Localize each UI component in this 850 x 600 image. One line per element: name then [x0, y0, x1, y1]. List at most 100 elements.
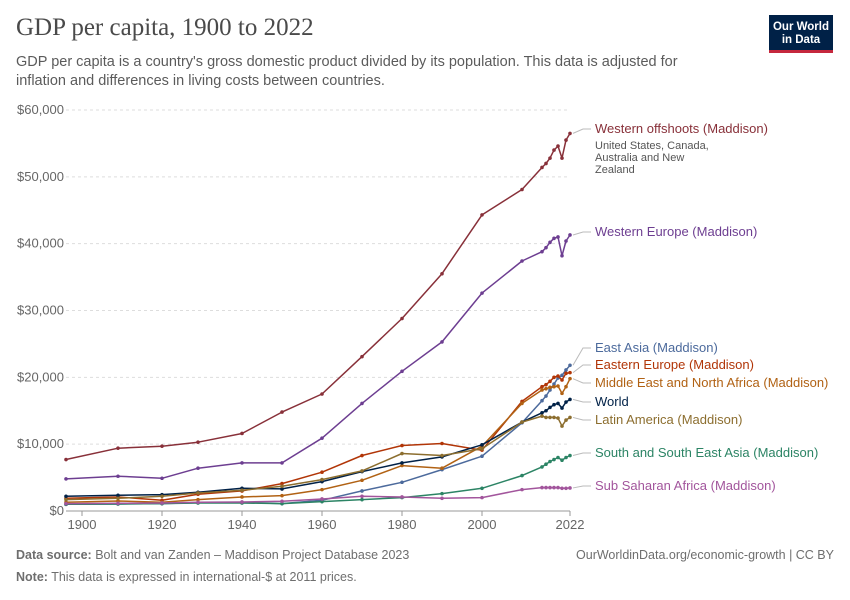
data-point[interactable] — [552, 415, 556, 420]
data-point[interactable] — [360, 453, 364, 458]
data-point[interactable] — [400, 316, 404, 321]
data-point[interactable] — [552, 457, 556, 462]
data-point[interactable] — [568, 363, 572, 368]
data-point[interactable] — [540, 165, 544, 170]
data-point[interactable] — [160, 494, 164, 499]
data-point[interactable] — [440, 466, 444, 471]
data-point[interactable] — [116, 493, 120, 498]
data-point[interactable] — [560, 378, 564, 382]
data-point[interactable] — [560, 373, 564, 378]
data-point[interactable] — [556, 455, 560, 460]
data-point[interactable] — [280, 499, 284, 504]
data-point[interactable] — [480, 443, 484, 447]
data-point[interactable] — [116, 446, 120, 450]
data-point[interactable] — [196, 497, 200, 502]
data-point[interactable] — [480, 454, 484, 458]
data-point[interactable] — [556, 485, 560, 490]
data-point[interactable] — [540, 388, 544, 392]
data-point[interactable] — [280, 493, 284, 498]
data-point[interactable] — [196, 466, 200, 471]
data-point[interactable] — [480, 495, 484, 500]
data-point[interactable] — [240, 461, 244, 465]
data-point[interactable] — [560, 253, 564, 258]
data-point[interactable] — [560, 424, 564, 428]
data-point[interactable] — [560, 406, 564, 410]
data-point[interactable] — [564, 486, 568, 491]
data-point[interactable] — [320, 477, 324, 482]
data-point[interactable] — [116, 474, 120, 479]
data-point[interactable] — [564, 371, 568, 376]
data-point[interactable] — [552, 485, 556, 490]
credit-link[interactable]: OurWorldinData.org/economic-growth | CC … — [576, 548, 834, 562]
data-point[interactable] — [400, 480, 404, 485]
data-point[interactable] — [560, 486, 564, 491]
data-point[interactable] — [240, 488, 244, 493]
data-point[interactable] — [548, 388, 552, 392]
series-line[interactable] — [65, 371, 571, 502]
data-point[interactable] — [540, 410, 544, 415]
data-point[interactable] — [440, 491, 444, 496]
data-point[interactable] — [196, 491, 200, 495]
data-point[interactable] — [544, 245, 548, 250]
data-point[interactable] — [160, 501, 164, 505]
data-point[interactable] — [240, 431, 244, 436]
data-point[interactable] — [280, 410, 284, 414]
data-point[interactable] — [564, 418, 568, 422]
data-point[interactable] — [196, 500, 200, 505]
data-point[interactable] — [160, 444, 164, 448]
data-point[interactable] — [548, 405, 552, 410]
data-point[interactable] — [280, 484, 284, 489]
data-point[interactable] — [280, 487, 284, 491]
data-point[interactable] — [320, 497, 324, 501]
data-point[interactable] — [568, 233, 572, 237]
data-point[interactable] — [544, 415, 548, 420]
data-point[interactable] — [520, 187, 524, 192]
data-point[interactable] — [320, 436, 324, 440]
data-point[interactable] — [548, 415, 552, 420]
data-point[interactable] — [544, 462, 548, 467]
data-point[interactable] — [568, 131, 572, 136]
data-point[interactable] — [440, 441, 444, 446]
data-point[interactable] — [360, 478, 364, 483]
data-point[interactable] — [552, 382, 556, 386]
data-point[interactable] — [568, 453, 572, 458]
data-point[interactable] — [360, 354, 364, 359]
data-point[interactable] — [556, 401, 560, 406]
data-point[interactable] — [552, 384, 556, 389]
data-point[interactable] — [568, 415, 572, 420]
data-point[interactable] — [520, 487, 524, 492]
data-point[interactable] — [64, 497, 68, 502]
data-point[interactable] — [552, 402, 556, 407]
series-label[interactable]: World — [595, 394, 629, 409]
data-point[interactable] — [160, 476, 164, 481]
data-point[interactable] — [544, 386, 548, 391]
data-point[interactable] — [240, 495, 244, 499]
data-point[interactable] — [280, 481, 284, 486]
data-point[interactable] — [116, 496, 120, 501]
data-point[interactable] — [440, 453, 444, 458]
data-point[interactable] — [440, 271, 444, 276]
data-point[interactable] — [560, 391, 564, 396]
series-line[interactable] — [65, 133, 571, 461]
source-text[interactable]: Bolt and van Zanden – Maddison Project D… — [95, 548, 410, 562]
data-point[interactable] — [552, 375, 556, 380]
data-point[interactable] — [548, 379, 552, 384]
data-point[interactable] — [320, 392, 324, 396]
series-label[interactable]: South and South East Asia (Maddison) — [595, 445, 818, 460]
data-point[interactable] — [400, 463, 404, 468]
data-point[interactable] — [360, 497, 364, 502]
data-point[interactable] — [520, 420, 524, 424]
data-point[interactable] — [544, 161, 548, 166]
data-point[interactable] — [520, 401, 524, 406]
data-point[interactable] — [360, 469, 364, 473]
data-point[interactable] — [400, 451, 404, 456]
data-point[interactable] — [64, 501, 68, 506]
data-point[interactable] — [552, 236, 556, 241]
data-point[interactable] — [568, 486, 572, 490]
data-point[interactable] — [564, 368, 568, 372]
data-point[interactable] — [548, 156, 552, 160]
data-point[interactable] — [544, 408, 548, 413]
data-point[interactable] — [280, 461, 284, 465]
series-label[interactable]: Sub Saharan Africa (Maddison) — [595, 478, 776, 493]
data-point[interactable] — [552, 148, 556, 152]
